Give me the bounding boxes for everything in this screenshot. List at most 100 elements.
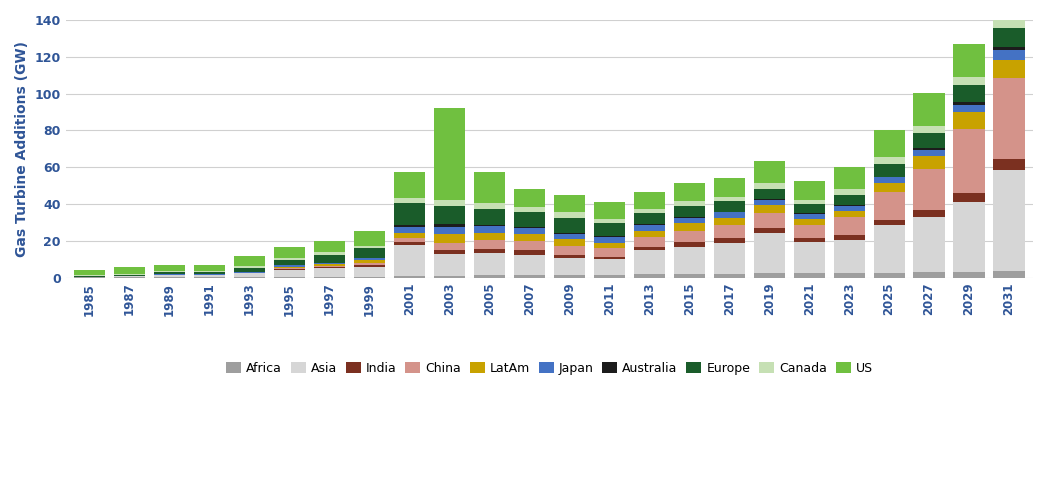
Bar xyxy=(474,225,505,226)
Bar xyxy=(274,277,305,278)
Bar xyxy=(714,212,745,218)
Bar xyxy=(553,239,585,246)
Bar xyxy=(314,252,345,255)
Bar xyxy=(314,277,345,278)
Bar xyxy=(874,192,904,220)
Bar xyxy=(553,258,585,275)
Bar xyxy=(634,192,664,209)
Bar xyxy=(674,201,705,206)
Bar xyxy=(874,273,904,278)
Bar xyxy=(634,231,664,237)
Bar xyxy=(274,268,305,269)
Bar xyxy=(274,265,305,267)
Bar xyxy=(793,238,825,242)
Bar xyxy=(793,181,825,200)
Bar xyxy=(754,161,785,183)
Bar xyxy=(634,209,664,213)
Bar xyxy=(594,243,625,248)
Bar xyxy=(874,220,904,225)
Bar xyxy=(833,205,865,206)
Bar xyxy=(874,176,904,177)
Bar xyxy=(793,204,825,213)
Bar xyxy=(434,200,465,206)
Bar xyxy=(314,266,345,267)
Bar xyxy=(674,274,705,278)
Bar xyxy=(994,78,1025,159)
Bar xyxy=(674,247,705,274)
Bar xyxy=(434,206,465,225)
Bar xyxy=(874,183,904,192)
Bar xyxy=(394,242,425,245)
Bar xyxy=(714,178,745,197)
Bar xyxy=(314,267,345,268)
Bar xyxy=(793,273,825,278)
Bar xyxy=(474,233,505,240)
Bar xyxy=(514,234,545,241)
Bar xyxy=(154,271,185,272)
Bar xyxy=(754,273,785,278)
Bar xyxy=(474,249,505,253)
Bar xyxy=(514,228,545,234)
Bar xyxy=(114,275,146,276)
Bar xyxy=(274,258,305,260)
Bar xyxy=(394,276,425,278)
Bar xyxy=(833,273,865,278)
Bar xyxy=(594,275,625,278)
Bar xyxy=(914,126,944,133)
Bar xyxy=(234,273,265,277)
Bar xyxy=(394,238,425,242)
Bar xyxy=(914,210,944,217)
Bar xyxy=(474,226,505,233)
Bar xyxy=(833,240,865,273)
Bar xyxy=(634,237,664,247)
Bar xyxy=(914,133,944,148)
Bar xyxy=(394,198,425,203)
Bar xyxy=(914,272,944,278)
Bar xyxy=(754,200,785,205)
Bar xyxy=(354,257,385,260)
Y-axis label: Gas Turbine Additions (GW): Gas Turbine Additions (GW) xyxy=(15,41,29,257)
Bar xyxy=(553,212,585,218)
Bar xyxy=(674,206,705,217)
Bar xyxy=(394,172,425,198)
Bar xyxy=(354,231,385,246)
Bar xyxy=(434,276,465,278)
Bar xyxy=(833,195,865,205)
Bar xyxy=(994,170,1025,271)
Bar xyxy=(434,108,465,200)
Bar xyxy=(234,277,265,278)
Bar xyxy=(594,202,625,219)
Bar xyxy=(514,207,545,212)
Bar xyxy=(754,213,785,228)
Bar xyxy=(793,214,825,219)
Bar xyxy=(514,188,545,207)
Bar xyxy=(553,275,585,278)
Bar xyxy=(754,188,785,199)
Bar xyxy=(474,172,505,203)
Bar xyxy=(674,231,705,242)
Bar xyxy=(354,248,385,257)
Bar xyxy=(74,276,105,277)
Bar xyxy=(793,200,825,204)
Bar xyxy=(793,213,825,214)
Bar xyxy=(914,217,944,272)
Bar xyxy=(154,275,185,277)
Bar xyxy=(314,242,345,252)
Bar xyxy=(394,203,425,225)
Bar xyxy=(314,268,345,277)
Bar xyxy=(874,157,904,164)
Bar xyxy=(514,250,545,255)
Bar xyxy=(354,246,385,248)
Bar xyxy=(674,218,705,224)
Bar xyxy=(514,212,545,227)
Bar xyxy=(314,255,345,262)
Bar xyxy=(754,199,785,200)
Bar xyxy=(954,112,985,129)
Bar xyxy=(354,260,385,263)
Bar xyxy=(994,50,1025,60)
Bar xyxy=(553,255,585,258)
Bar xyxy=(833,236,865,240)
Bar xyxy=(234,272,265,273)
Bar xyxy=(434,254,465,276)
Bar xyxy=(714,225,745,238)
